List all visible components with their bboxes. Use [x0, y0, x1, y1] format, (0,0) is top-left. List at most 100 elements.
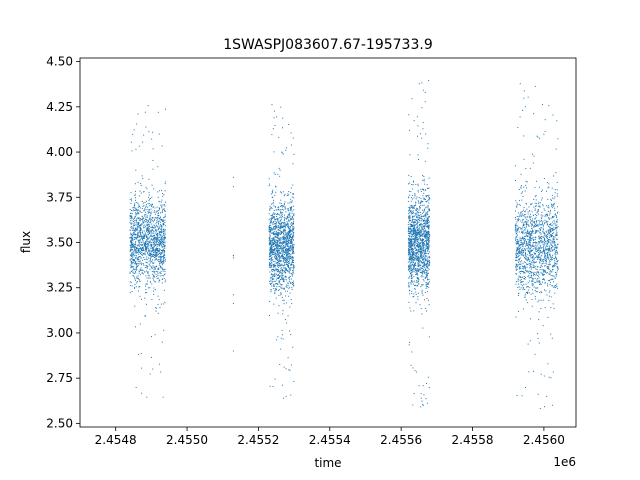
data-point [276, 283, 278, 285]
data-point [269, 249, 271, 251]
data-point [142, 220, 144, 222]
data-point [149, 216, 151, 218]
data-point [160, 262, 162, 264]
data-point [278, 249, 280, 251]
data-point [411, 217, 413, 219]
data-point [138, 204, 140, 206]
data-point [414, 246, 416, 248]
data-point [422, 252, 424, 254]
data-point [531, 271, 533, 273]
data-point [420, 231, 422, 233]
data-point [281, 334, 283, 336]
data-point [277, 229, 279, 231]
data-point [154, 241, 156, 243]
data-point [162, 256, 164, 258]
data-point [280, 269, 282, 271]
data-point [155, 254, 157, 256]
data-point [409, 246, 410, 248]
data-point [286, 260, 288, 262]
data-point [293, 205, 295, 207]
data-point [414, 233, 416, 235]
data-point [275, 236, 277, 238]
data-point [282, 246, 284, 248]
data-point [410, 236, 412, 238]
data-point [151, 267, 153, 269]
data-point [419, 228, 421, 230]
data-point [428, 231, 430, 233]
data-point [133, 232, 135, 234]
data-point [147, 254, 149, 256]
data-point [269, 230, 271, 232]
data-point [288, 255, 290, 257]
data-point [268, 240, 270, 242]
data-point [268, 258, 270, 260]
data-point [411, 225, 413, 227]
data-point [519, 248, 521, 250]
data-point [151, 254, 153, 256]
data-point [289, 268, 291, 270]
data-point [135, 248, 137, 250]
data-point [159, 307, 161, 309]
data-point [408, 238, 409, 240]
data-point [411, 269, 413, 271]
data-point [418, 215, 420, 217]
data-point [142, 269, 144, 271]
data-point [556, 193, 558, 195]
data-point [289, 226, 291, 228]
data-point [416, 211, 418, 213]
data-point [269, 218, 271, 220]
data-point [275, 225, 277, 227]
data-point [421, 245, 423, 247]
data-point [427, 285, 429, 287]
data-point [280, 252, 282, 254]
data-point [269, 252, 271, 254]
data-point [146, 220, 148, 222]
data-point [515, 268, 517, 270]
data-point [280, 264, 282, 266]
data-point [150, 232, 152, 234]
data-point [428, 256, 430, 258]
data-point [272, 275, 274, 277]
data-point [532, 230, 534, 232]
data-point [418, 217, 420, 219]
data-point [137, 228, 138, 230]
data-point [268, 238, 270, 240]
data-point [159, 241, 161, 243]
data-point [135, 213, 137, 215]
data-point [410, 239, 412, 241]
data-point [550, 198, 552, 200]
data-point [426, 276, 428, 278]
data-point [161, 341, 163, 343]
data-point [410, 212, 412, 214]
data-point [535, 194, 537, 196]
data-point [282, 278, 284, 280]
data-point [155, 229, 157, 231]
data-point [282, 191, 284, 193]
data-point [275, 297, 277, 299]
data-point [421, 292, 423, 294]
data-point [140, 218, 142, 220]
data-point [156, 307, 158, 309]
data-point [553, 307, 555, 309]
data-point [141, 252, 143, 254]
data-point [413, 227, 415, 229]
data-point [290, 241, 292, 243]
data-point [161, 232, 163, 234]
data-point [160, 243, 162, 245]
data-point [283, 204, 285, 206]
data-point [426, 263, 428, 265]
data-point [130, 217, 132, 219]
data-point [417, 280, 419, 282]
data-point [290, 201, 292, 203]
data-point [135, 247, 137, 249]
data-point [416, 235, 418, 237]
data-point [140, 298, 142, 300]
data-point [419, 250, 421, 252]
data-point [428, 202, 430, 204]
data-point [284, 262, 286, 264]
data-point [290, 210, 292, 212]
data-point [288, 261, 290, 263]
data-point [548, 247, 550, 249]
data-point [278, 232, 280, 234]
data-point [137, 240, 139, 242]
